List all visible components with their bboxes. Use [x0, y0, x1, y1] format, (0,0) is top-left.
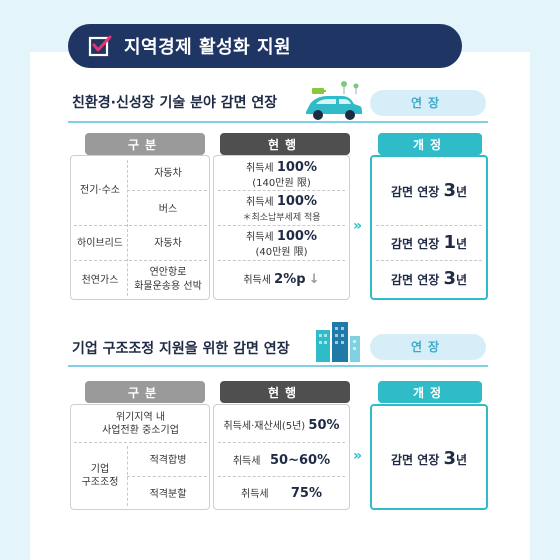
section1-category-box: [70, 155, 210, 300]
section2-current-box: [213, 404, 350, 510]
revised2-result: 감면 연장 3년: [372, 448, 486, 469]
divider: [127, 160, 128, 296]
section1-underline: [68, 121, 488, 123]
section2-header-current: 현행: [220, 381, 350, 403]
current-r1: 취득세 100% (140만원 限): [215, 160, 348, 190]
section1-header-revised: 개정: [378, 133, 482, 155]
revised-unit: 년: [456, 237, 468, 251]
current-r2-value: 100%: [276, 194, 317, 209]
revised-years: 3: [443, 180, 456, 201]
current-r3-value: 100%: [276, 229, 317, 244]
current-r2: 취득세 100% ＊최소납부세제 적용: [215, 194, 348, 225]
revised-prefix: 감면 연장: [390, 273, 440, 287]
revised-unit: 년: [456, 185, 468, 199]
row-label-gas-item-1: 연안항로: [149, 267, 187, 278]
row-label-restructure-line2: 구조조정: [81, 477, 119, 488]
current-r3-label: 취득세: [246, 232, 274, 243]
section2-category-box: [70, 404, 210, 510]
current2-r3-value: 75%: [290, 486, 322, 501]
row-label-ev-bus: 버스: [158, 204, 178, 215]
section1-title: 친환경·신성장 기술 분야 감면 연장: [72, 95, 278, 111]
section2-title: 기업 구조조정 지원을 위한 감면 연장: [72, 341, 290, 357]
current-r3: 취득세 100% (40만원 限): [215, 229, 348, 259]
divider: [376, 260, 482, 261]
row-label-hybrid: 하이브리드: [77, 238, 123, 249]
current2-r3: 취득세 75%: [215, 486, 348, 503]
divider: [218, 476, 345, 477]
section1-revised-box: [370, 155, 488, 300]
revised-years: 1: [443, 232, 456, 253]
row-label-hybrid-car: 자동차: [154, 238, 182, 249]
revised2-years: 3: [443, 448, 456, 469]
row-label-gas: 천연가스: [81, 275, 119, 286]
row-label-crisis-line1: 위기지역 내: [115, 412, 166, 423]
divider: [127, 190, 207, 191]
section1-extension-badge: 연장: [370, 90, 486, 116]
current2-r2: 취득세 50~60%: [215, 453, 348, 470]
revised-result-gas: 감면 연장 3년: [372, 268, 486, 289]
current2-r2-value: 50~60%: [270, 453, 331, 468]
current-r2-label: 취득세: [246, 197, 274, 208]
current-r4-label: 취득세: [243, 275, 271, 286]
current-r1-label: 취득세: [246, 163, 274, 174]
row-label-gas-item-2: 화물운송용 선박: [134, 281, 202, 292]
current2-r3-label: 취득세: [241, 489, 269, 500]
current2-r1-label: 취득세·재산세(5년): [223, 421, 306, 432]
section1-header-current: 현행: [220, 133, 350, 155]
row-label-crisis-line2: 사업전환 중소기업: [102, 425, 179, 436]
eco-car-icon: [306, 81, 362, 120]
row-label-ev: 전기·수소: [80, 185, 120, 196]
row-label-ev-car: 자동차: [154, 168, 182, 179]
buildings-icon: [316, 322, 360, 362]
revised-prefix: 감면 연장: [390, 237, 440, 251]
current-r1-note: (140만원 限): [252, 177, 311, 189]
revised-years: 3: [443, 268, 456, 289]
row-label-crisis: 위기지역 내 사업전환 중소기업: [74, 411, 207, 437]
divider: [74, 442, 207, 443]
section1-current-box: [213, 155, 350, 300]
divider: [218, 225, 345, 226]
revised-unit: 년: [456, 273, 468, 287]
divider: [218, 190, 345, 191]
current-r3-note: (40만원 限): [255, 246, 308, 258]
divider: [218, 442, 345, 443]
checkbox-check-icon: [88, 35, 112, 57]
current-r1-value: 100%: [276, 160, 317, 175]
divider: [127, 476, 207, 477]
current2-r2-label: 취득세: [232, 456, 261, 467]
section2-header-revised: 개정: [378, 381, 482, 403]
revised-result-ev: 감면 연장 3년: [372, 180, 486, 201]
row-label-restructure-line1: 기업: [90, 464, 110, 475]
row-label-restructure: 기업 구조조정: [74, 463, 126, 489]
row-label-split: 적격분할: [149, 489, 187, 500]
revised-result-hybrid: 감면 연장 1년: [372, 232, 486, 253]
section2-revised-box: [370, 404, 488, 510]
title-banner: 지역경제 활성화 지원: [68, 24, 462, 68]
divider: [74, 225, 207, 226]
double-chevron-right-icon: »: [353, 218, 363, 234]
section1-header-category: 구분: [85, 133, 205, 155]
revised2-unit: 년: [456, 453, 468, 467]
current-r4-value: 2%p: [274, 272, 306, 287]
divider: [74, 260, 207, 261]
page-title: 지역경제 활성화 지원: [124, 37, 292, 58]
divider: [376, 225, 482, 226]
current-r4: 취득세 2%p ↓: [215, 272, 348, 289]
revised2-prefix: 감면 연장: [390, 453, 440, 467]
current2-r1-value: 50%: [308, 418, 340, 433]
section2-extension-badge: 연장: [370, 334, 486, 360]
section2-header-category: 구분: [85, 381, 205, 403]
revised-prefix: 감면 연장: [390, 185, 440, 199]
current2-r1: 취득세·재산세(5년) 50%: [215, 418, 348, 435]
double-chevron-right-icon: »: [353, 448, 363, 464]
current-r2-note: ＊최소납부세제 적용: [242, 212, 321, 223]
divider: [218, 260, 345, 261]
row-label-merger: 적격합병: [149, 455, 187, 466]
section2-underline: [68, 365, 488, 367]
decrease-arrow-icon: ↓: [308, 272, 320, 287]
